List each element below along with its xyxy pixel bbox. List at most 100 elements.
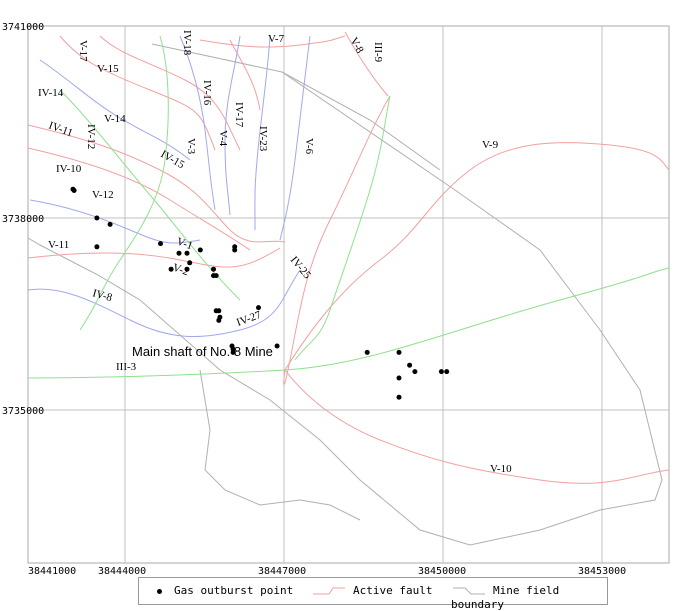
outburst-point [197, 247, 203, 253]
tick-labels: 38441000 38444000 38447000 38450000 3845… [2, 22, 626, 577]
fault-line [254, 35, 271, 231]
outburst-point [444, 369, 450, 375]
fault-line [27, 247, 281, 268]
active-faults-green [27, 35, 670, 379]
fault-line [224, 35, 241, 216]
outburst-dot-icon [157, 588, 162, 594]
fault-label: V-7 [268, 33, 285, 45]
fault-label: V-4 [217, 130, 229, 147]
fault-label: IV-14 [38, 87, 64, 99]
outburst-point [256, 305, 261, 311]
fault-line [27, 269, 301, 337]
outburst-point [274, 343, 280, 349]
fault-line [284, 142, 670, 371]
fault-line [229, 39, 261, 111]
fault-label: V-2 [171, 262, 190, 279]
main-shaft-label: Main shaft of No. 8 Mine [132, 344, 273, 359]
fault-line [344, 31, 389, 97]
fault-line [27, 267, 670, 379]
fault-label: V-10 [490, 463, 512, 475]
fault-label: V-12 [92, 189, 114, 201]
fault-line [279, 35, 311, 241]
grid-lines [28, 26, 669, 563]
fault-label: III-9 [372, 42, 384, 63]
x-tick-label: 38441000 [28, 566, 76, 577]
fault-label: V-11 [48, 239, 69, 251]
active-faults-red [27, 31, 670, 484]
outburst-point [396, 349, 402, 355]
boundary-line [199, 369, 361, 521]
fault-label: V-1 [175, 236, 194, 253]
fault-label: V-15 [97, 63, 119, 75]
fault-label: V-9 [482, 139, 499, 151]
outburst-point [396, 375, 402, 381]
fault-label: V-17 [77, 40, 89, 62]
boundary-line-icon [453, 587, 485, 595]
legend-boundary-label: Mine field boundary [451, 584, 560, 611]
fault-line [39, 59, 191, 161]
fault-label: IV-17 [233, 102, 245, 128]
fault-line [284, 369, 670, 484]
outburst-point [71, 188, 77, 193]
outburst-point [184, 266, 190, 272]
fault-line [59, 89, 241, 301]
outburst-point [94, 215, 100, 221]
fault-label: IV-18 [181, 30, 193, 56]
outburst-point [176, 250, 182, 256]
fault-line [179, 35, 216, 211]
x-tick-label: 38453000 [578, 566, 626, 577]
boundary-line [281, 71, 441, 171]
y-tick-label: 3741000 [2, 22, 44, 33]
outburst-point [407, 362, 413, 368]
outburst-point [213, 273, 219, 279]
fault-label: IV-16 [201, 80, 213, 106]
map-frame [27, 25, 670, 564]
fault-label: III-3 [116, 361, 137, 373]
fault-line [294, 95, 391, 361]
outburst-point [232, 244, 238, 250]
fault-line [199, 35, 346, 48]
fault-line [99, 35, 241, 151]
mine-field-boundary [27, 43, 663, 546]
map-border [27, 25, 670, 564]
outburst-point [412, 369, 418, 375]
fault-label: IV-12 [85, 124, 97, 149]
fault-label: IV-10 [56, 163, 82, 175]
outburst-point [216, 308, 222, 314]
y-tick-label: 3738000 [2, 214, 44, 225]
fault-line [283, 95, 391, 386]
legend-item-fault: Active fault [311, 584, 432, 598]
x-tick-label: 38450000 [418, 566, 466, 577]
fault-line [27, 147, 251, 251]
fault-line-icon [313, 587, 345, 595]
outburst-point [94, 244, 100, 250]
outburst-point [211, 266, 216, 272]
x-tick-label: 38447000 [258, 566, 306, 577]
fault-line [27, 124, 286, 243]
outburst-points [70, 186, 450, 400]
outburst-point [216, 317, 222, 323]
fault-line [79, 35, 169, 331]
fault-line [59, 35, 216, 151]
fault-label: V-6 [303, 138, 315, 155]
x-tick-label: 38444000 [98, 566, 146, 577]
outburst-point [107, 221, 113, 227]
legend-outburst-label: Gas outburst point [174, 584, 294, 597]
legend-item-boundary: Mine field boundary [451, 584, 607, 611]
fault-line [29, 199, 201, 244]
fault-label: IV-23 [257, 126, 269, 152]
outburst-point [364, 349, 370, 355]
fault-label: V-14 [104, 113, 126, 125]
fault-label: V-3 [185, 138, 197, 155]
y-tick-label: 3735000 [2, 406, 44, 417]
legend: Gas outburst point Active fault Mine fie… [138, 577, 608, 611]
outburst-point [184, 250, 190, 256]
active-faults-blue [27, 35, 311, 337]
outburst-point [187, 260, 193, 266]
boundary-line [27, 43, 663, 546]
outburst-point [438, 369, 444, 375]
legend-item-outburst: Gas outburst point [157, 584, 293, 597]
legend-fault-label: Active fault [353, 584, 433, 597]
outburst-point [158, 241, 163, 247]
